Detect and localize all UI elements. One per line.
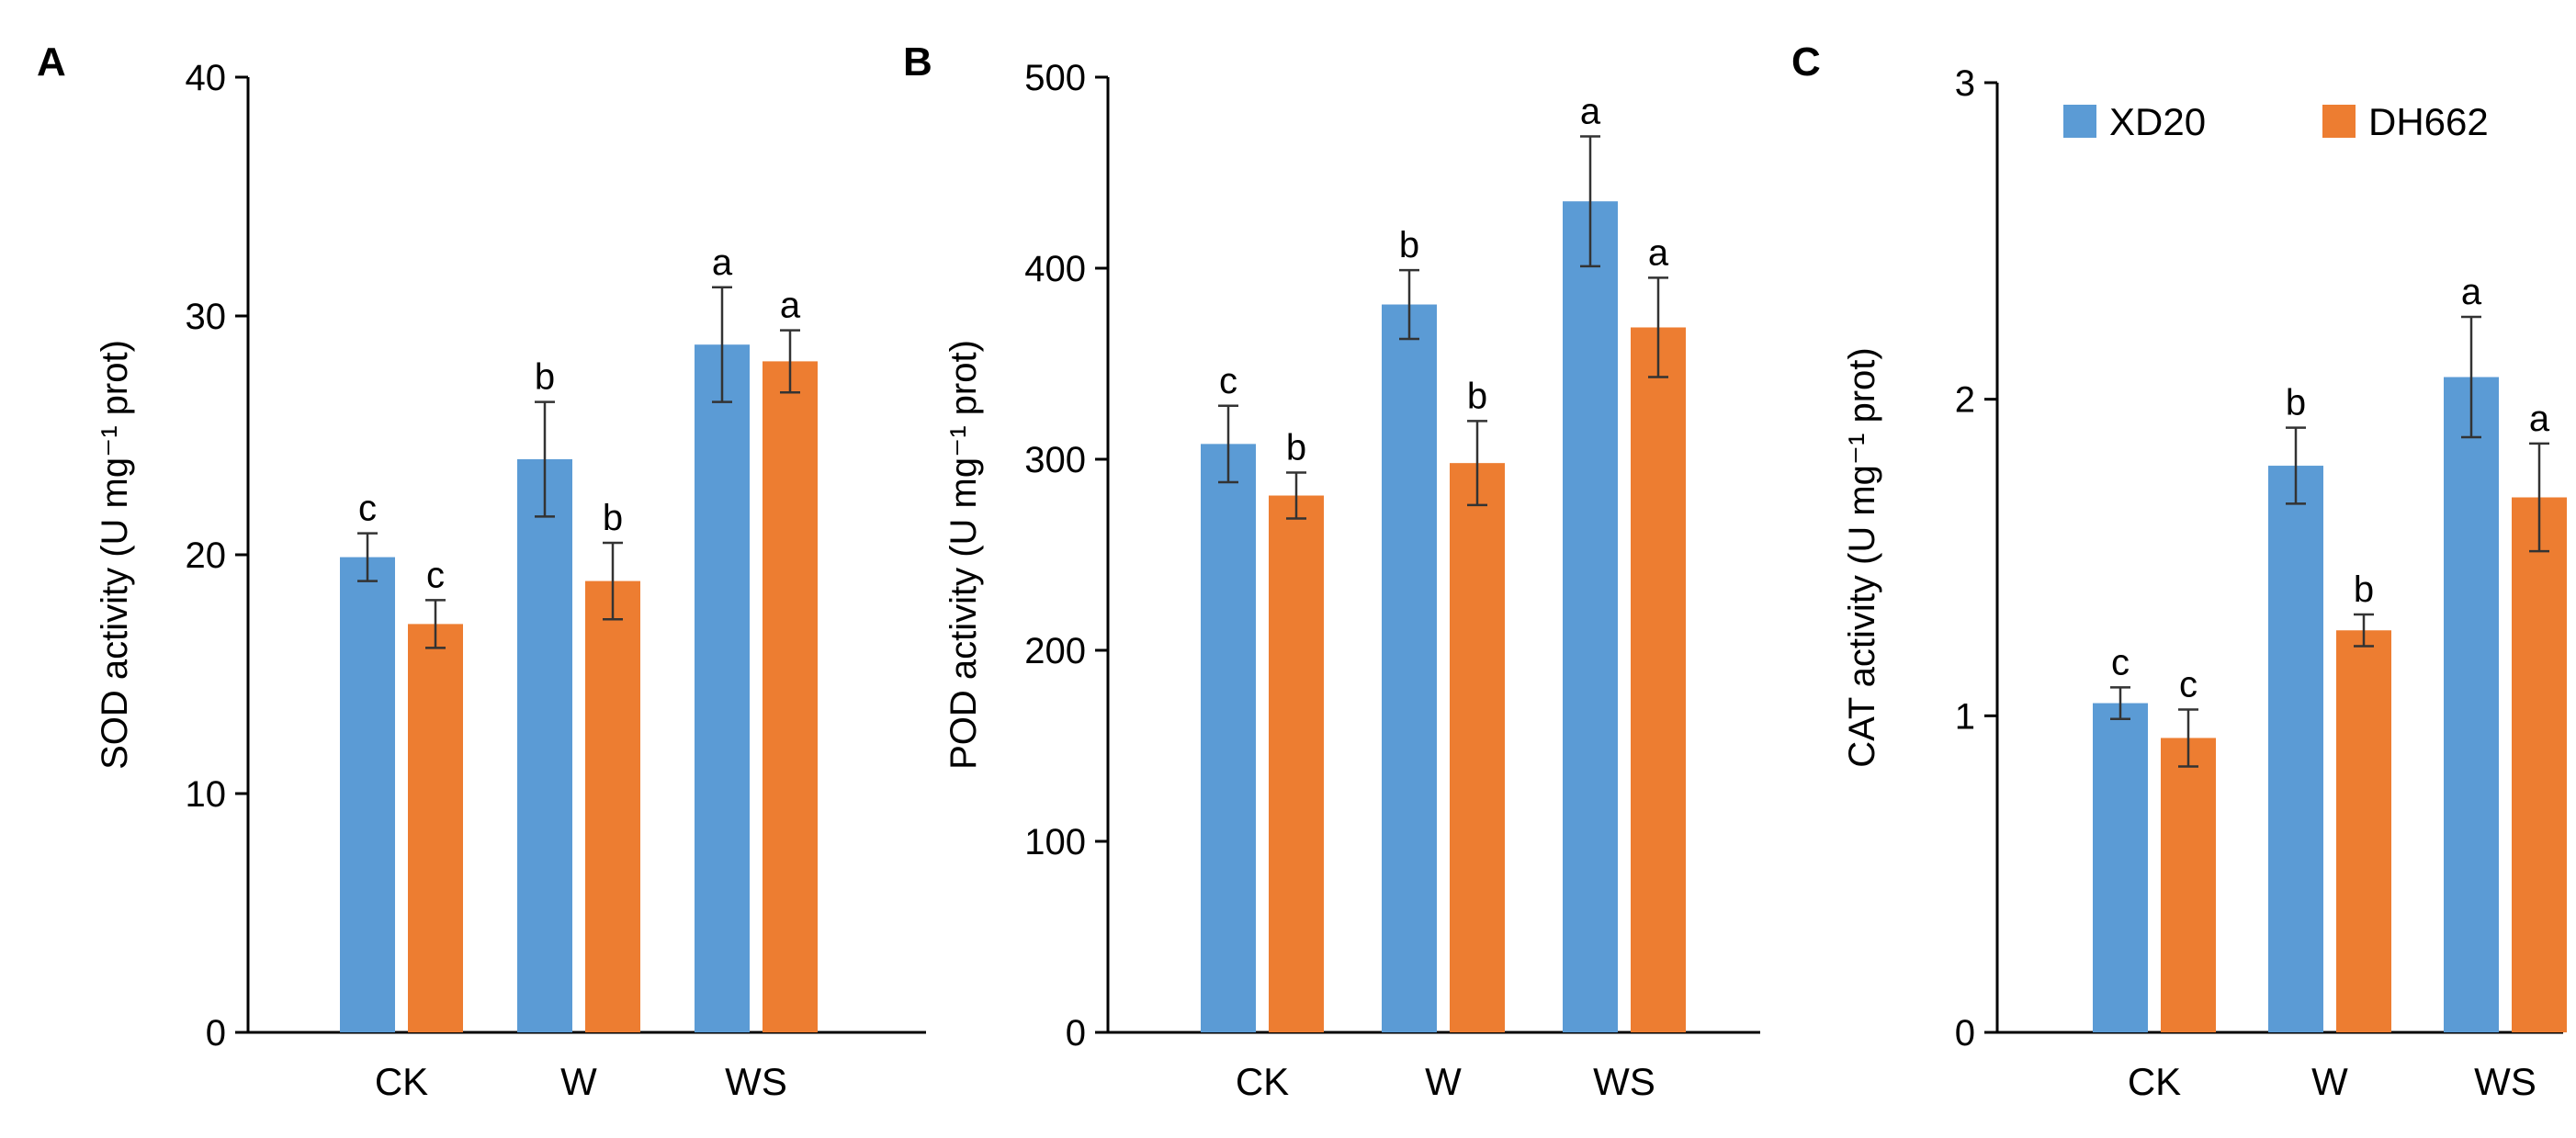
significance-label: b (1286, 428, 1306, 468)
y-tick-label: 20 (186, 535, 227, 576)
y-tick-label: 0 (206, 1013, 226, 1053)
significance-label: a (2529, 399, 2550, 439)
significance-label: b (535, 357, 555, 398)
x-tick-label: WS (1593, 1060, 1655, 1103)
significance-label: b (603, 498, 623, 538)
bar-xd20-w (1382, 304, 1437, 1032)
x-tick-label: WS (725, 1060, 787, 1103)
x-tick-label: CK (375, 1060, 428, 1103)
panel-label: A (37, 39, 66, 85)
y-tick-label: 100 (1024, 822, 1086, 862)
y-axis-label: SOD activity (U mg⁻¹ prot) (95, 340, 135, 770)
y-tick-label: 500 (1024, 58, 1086, 98)
significance-label: a (712, 242, 733, 283)
bar-dh662-ws (1631, 327, 1686, 1033)
bar-dh662-ck (1269, 495, 1324, 1032)
panel-c: C 0 1 2 3 CAT activity (U mg⁻¹ prot) c c CK b b Wa a… (1791, 39, 2567, 1103)
significance-label: c (426, 555, 445, 595)
significance-label: a (1580, 91, 1601, 131)
y-axis-label: CAT activity (U mg⁻¹ prot) (1842, 347, 1882, 767)
x-tick-label: CK (1236, 1060, 1289, 1103)
panel-label: C (1791, 39, 1821, 85)
significance-label: c (2179, 664, 2198, 704)
bar-dh662-w (585, 580, 640, 1032)
y-tick-label: 400 (1024, 249, 1086, 289)
significance-label: a (780, 286, 801, 326)
y-tick-label: 2 (1955, 380, 1975, 421)
y-tick-label: 0 (1955, 1013, 1975, 1053)
y-tick-label: 3 (1955, 63, 1975, 104)
significance-label: a (1648, 232, 1669, 273)
bar-dh662-ws (2512, 497, 2567, 1032)
significance-label: c (358, 489, 377, 529)
bar-dh662-ws (763, 361, 818, 1032)
panel-label: B (903, 39, 932, 85)
legend-swatch-xd20 (2063, 105, 2096, 138)
significance-label: b (1467, 376, 1487, 416)
y-axis-label: POD activity (U mg⁻¹ prot) (943, 340, 984, 770)
legend-label-xd20: XD20 (2109, 100, 2206, 143)
y-tick-label: 40 (186, 58, 227, 98)
significance-label: c (2111, 642, 2130, 682)
bar-xd20-w (517, 459, 572, 1032)
bar-dh662-ck (2161, 738, 2216, 1032)
significance-label: a (2461, 272, 2482, 312)
y-tick-label: 0 (1066, 1013, 1086, 1053)
significance-label: c (1219, 361, 1237, 401)
y-tick-label: 10 (186, 774, 227, 815)
bar-xd20-ws (2444, 377, 2499, 1032)
bar-xd20-ws (695, 344, 750, 1032)
x-tick-label: CK (2128, 1060, 2181, 1103)
y-tick-label: 1 (1955, 696, 1975, 737)
x-tick-label: WS (2474, 1060, 2536, 1103)
legend: XD20 DH662 (2063, 100, 2489, 143)
x-tick-label: W (1425, 1060, 1462, 1103)
x-tick-label: W (560, 1060, 597, 1103)
bar-xd20-w (2268, 466, 2323, 1033)
bar-xd20-ws (1563, 201, 1618, 1032)
y-tick-label: 300 (1024, 440, 1086, 480)
legend-label-dh662: DH662 (2368, 100, 2489, 143)
bar-dh662-w (1450, 463, 1505, 1032)
y-tick-label: 200 (1024, 631, 1086, 671)
y-tick-label: 30 (186, 297, 227, 337)
bar-xd20-ck (2093, 703, 2148, 1032)
significance-label: b (2286, 383, 2306, 423)
panel-b: B 0 100 200 300 400 500 POD activity (U mg⁻¹ pr… (903, 39, 1760, 1103)
bar-xd20-ck (1201, 444, 1256, 1032)
x-tick-label: W (2311, 1060, 2348, 1103)
legend-swatch-dh662 (2322, 105, 2356, 138)
bar-dh662-ck (408, 624, 463, 1032)
bar-xd20-ck (340, 557, 395, 1032)
significance-label: b (1399, 225, 1419, 265)
panel-a: A 0 10 20 30 40 SOD activity (U mg⁻¹ prot) c c CK… (37, 39, 926, 1103)
bar-dh662-w (2336, 630, 2391, 1032)
significance-label: b (2354, 569, 2374, 610)
